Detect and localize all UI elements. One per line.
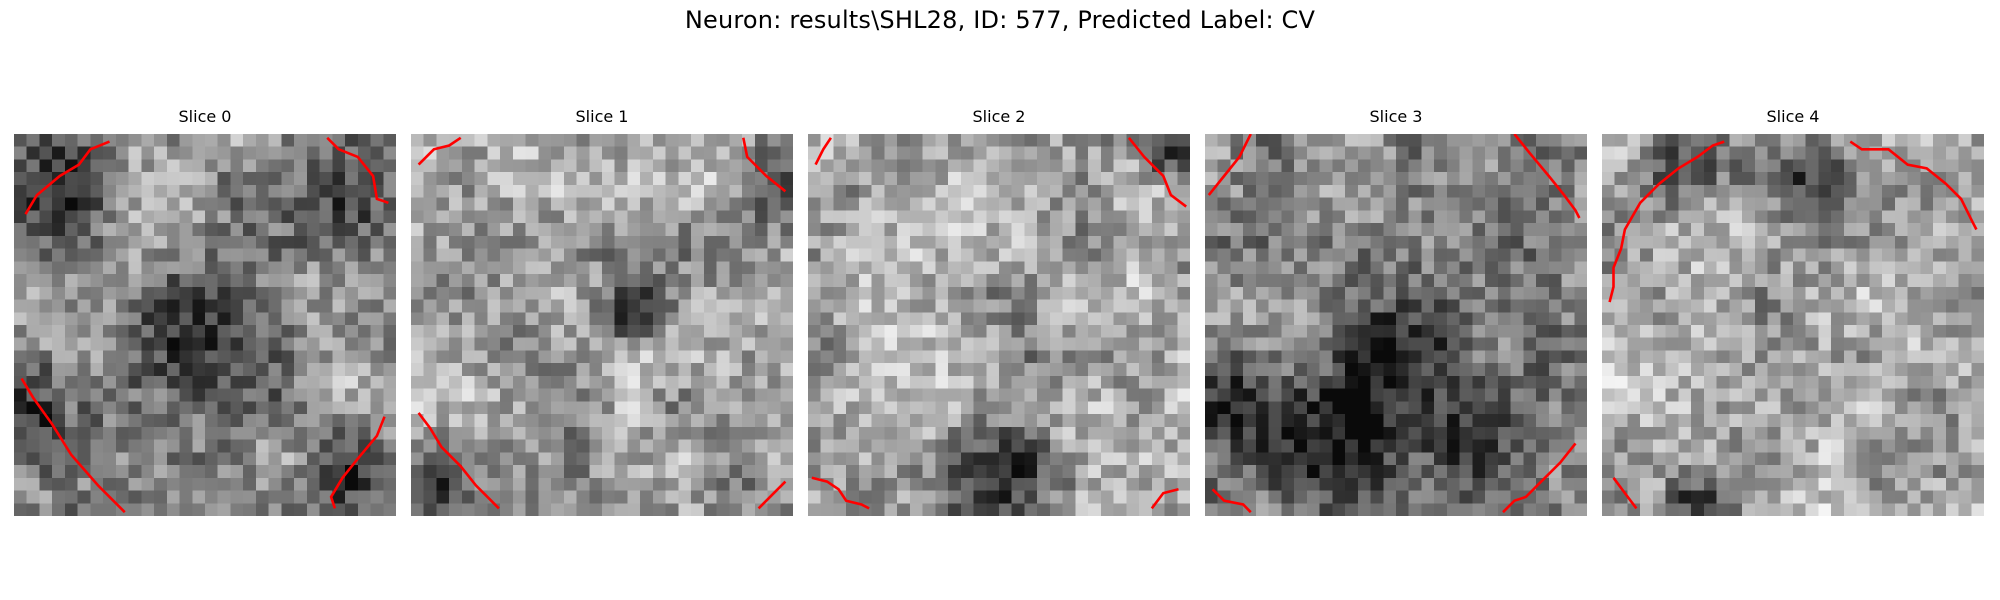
contour-line (1608, 140, 1725, 303)
slice-image (411, 134, 793, 516)
contour-line (1513, 134, 1581, 219)
contour-line (814, 137, 832, 166)
contour-line (1849, 140, 1978, 231)
contour-line (20, 377, 126, 514)
contour-line (24, 140, 110, 215)
slice-panel-4: Slice 4 (1602, 107, 1984, 529)
slice-panel-1: Slice 1 (411, 107, 793, 529)
slice-title: Slice 0 (178, 107, 232, 126)
pixel-grid (1602, 134, 1984, 516)
slice-title: Slice 1 (575, 107, 629, 126)
slice-image (1602, 134, 1984, 516)
contour-line (1150, 488, 1179, 510)
slice-panel-3: Slice 3 (1205, 107, 1587, 529)
contour-line (1612, 477, 1638, 510)
contour-line (417, 136, 462, 166)
pixel-grid (1205, 134, 1587, 516)
slice-image (808, 134, 1190, 516)
figure-title: Neuron: results\SHL28, ID: 577, Predicte… (684, 6, 1316, 34)
contour-line (1127, 136, 1187, 208)
slice-panel-2: Slice 2 (808, 107, 1190, 529)
contour-line (1502, 442, 1577, 514)
pixel-grid (411, 134, 793, 516)
slice-title: Slice 4 (1766, 107, 1820, 126)
slice-title: Slice 2 (972, 107, 1026, 126)
pixel-grid (14, 134, 396, 516)
slice-image (1205, 134, 1587, 516)
contour-line (417, 412, 500, 510)
contour-line (326, 136, 389, 205)
slice-panel-0: Slice 0 (14, 107, 396, 529)
contour-line (742, 137, 787, 193)
slice-title: Slice 3 (1369, 107, 1423, 126)
contour-line (1207, 134, 1252, 196)
slice-image (14, 134, 396, 516)
contour-line (329, 416, 386, 509)
contour-line (811, 476, 870, 510)
contour-line (757, 480, 787, 510)
contour-line (1211, 488, 1252, 514)
pixel-grid (808, 134, 1190, 516)
